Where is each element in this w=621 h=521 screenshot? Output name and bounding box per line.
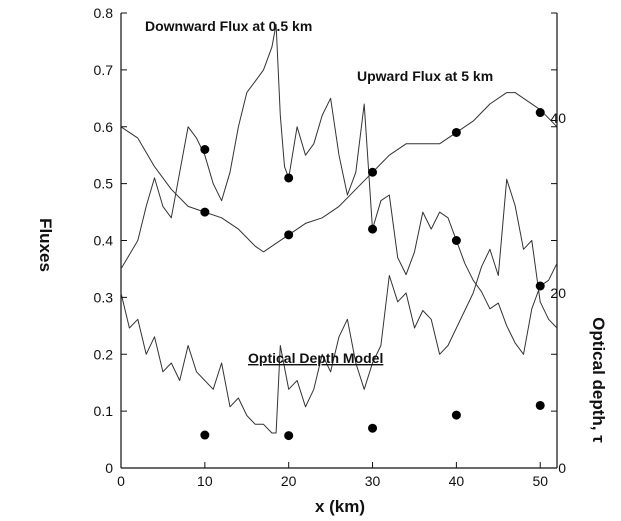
data-point xyxy=(535,400,545,410)
data-point xyxy=(535,281,545,291)
x-tick-label: 20 xyxy=(281,473,297,489)
y-tick-label: 0.5 xyxy=(94,176,114,192)
data-point xyxy=(368,224,378,234)
data-point xyxy=(535,108,545,118)
x-tick-label: 0 xyxy=(117,473,125,489)
data-point xyxy=(284,431,294,441)
y-tick-label: 0.3 xyxy=(94,289,114,305)
y2-tick-label: 40 xyxy=(550,110,566,126)
data-point xyxy=(200,430,210,440)
data-point xyxy=(451,410,461,420)
y-tick-label: 0.1 xyxy=(94,403,114,419)
annotation-downward-flux: Downward Flux at 0.5 km xyxy=(145,18,312,34)
data-point xyxy=(368,167,378,177)
upward-flux-line xyxy=(120,92,558,253)
y-tick-label: 0.4 xyxy=(94,233,114,249)
data-point xyxy=(200,145,210,154)
x-tick-label: 50 xyxy=(532,473,548,489)
y2-axis-label: Optical depth, τ xyxy=(589,317,608,443)
x-axis-label: x (km) xyxy=(315,497,365,516)
data-point xyxy=(200,207,210,217)
x-tick-label: 10 xyxy=(197,473,213,489)
annotation-upward-flux: Upward Flux at 5 km xyxy=(357,68,493,84)
data-point xyxy=(451,236,461,245)
series-layer xyxy=(120,23,558,434)
data-point xyxy=(284,230,294,240)
x-tick-label: 30 xyxy=(365,473,381,489)
y-tick-label: 0.2 xyxy=(94,346,114,362)
data-point xyxy=(451,127,461,137)
y-tick-label: 0 xyxy=(105,460,113,476)
marker-layer xyxy=(200,108,545,441)
y-tick-label: 0.6 xyxy=(94,119,114,135)
x-tick-label: 40 xyxy=(449,473,465,489)
data-point xyxy=(368,423,378,433)
y2-tick-label: 0 xyxy=(558,460,566,476)
annotation-optical-depth-model: Optical Depth Model xyxy=(248,350,383,366)
tick-layer: 0 10 20 30 40 50 0 0.1 0.2 0.3 0.4 0.5 0.6 0.7 0.8 0 20 4… xyxy=(94,5,567,489)
y-axis-label: Fluxes xyxy=(36,218,55,272)
y-tick-label: 0.8 xyxy=(94,5,114,21)
data-point xyxy=(284,173,294,183)
y-tick-label: 0.7 xyxy=(94,62,114,78)
optical-depth-line xyxy=(120,178,558,434)
y2-tick-label: 20 xyxy=(550,285,566,301)
